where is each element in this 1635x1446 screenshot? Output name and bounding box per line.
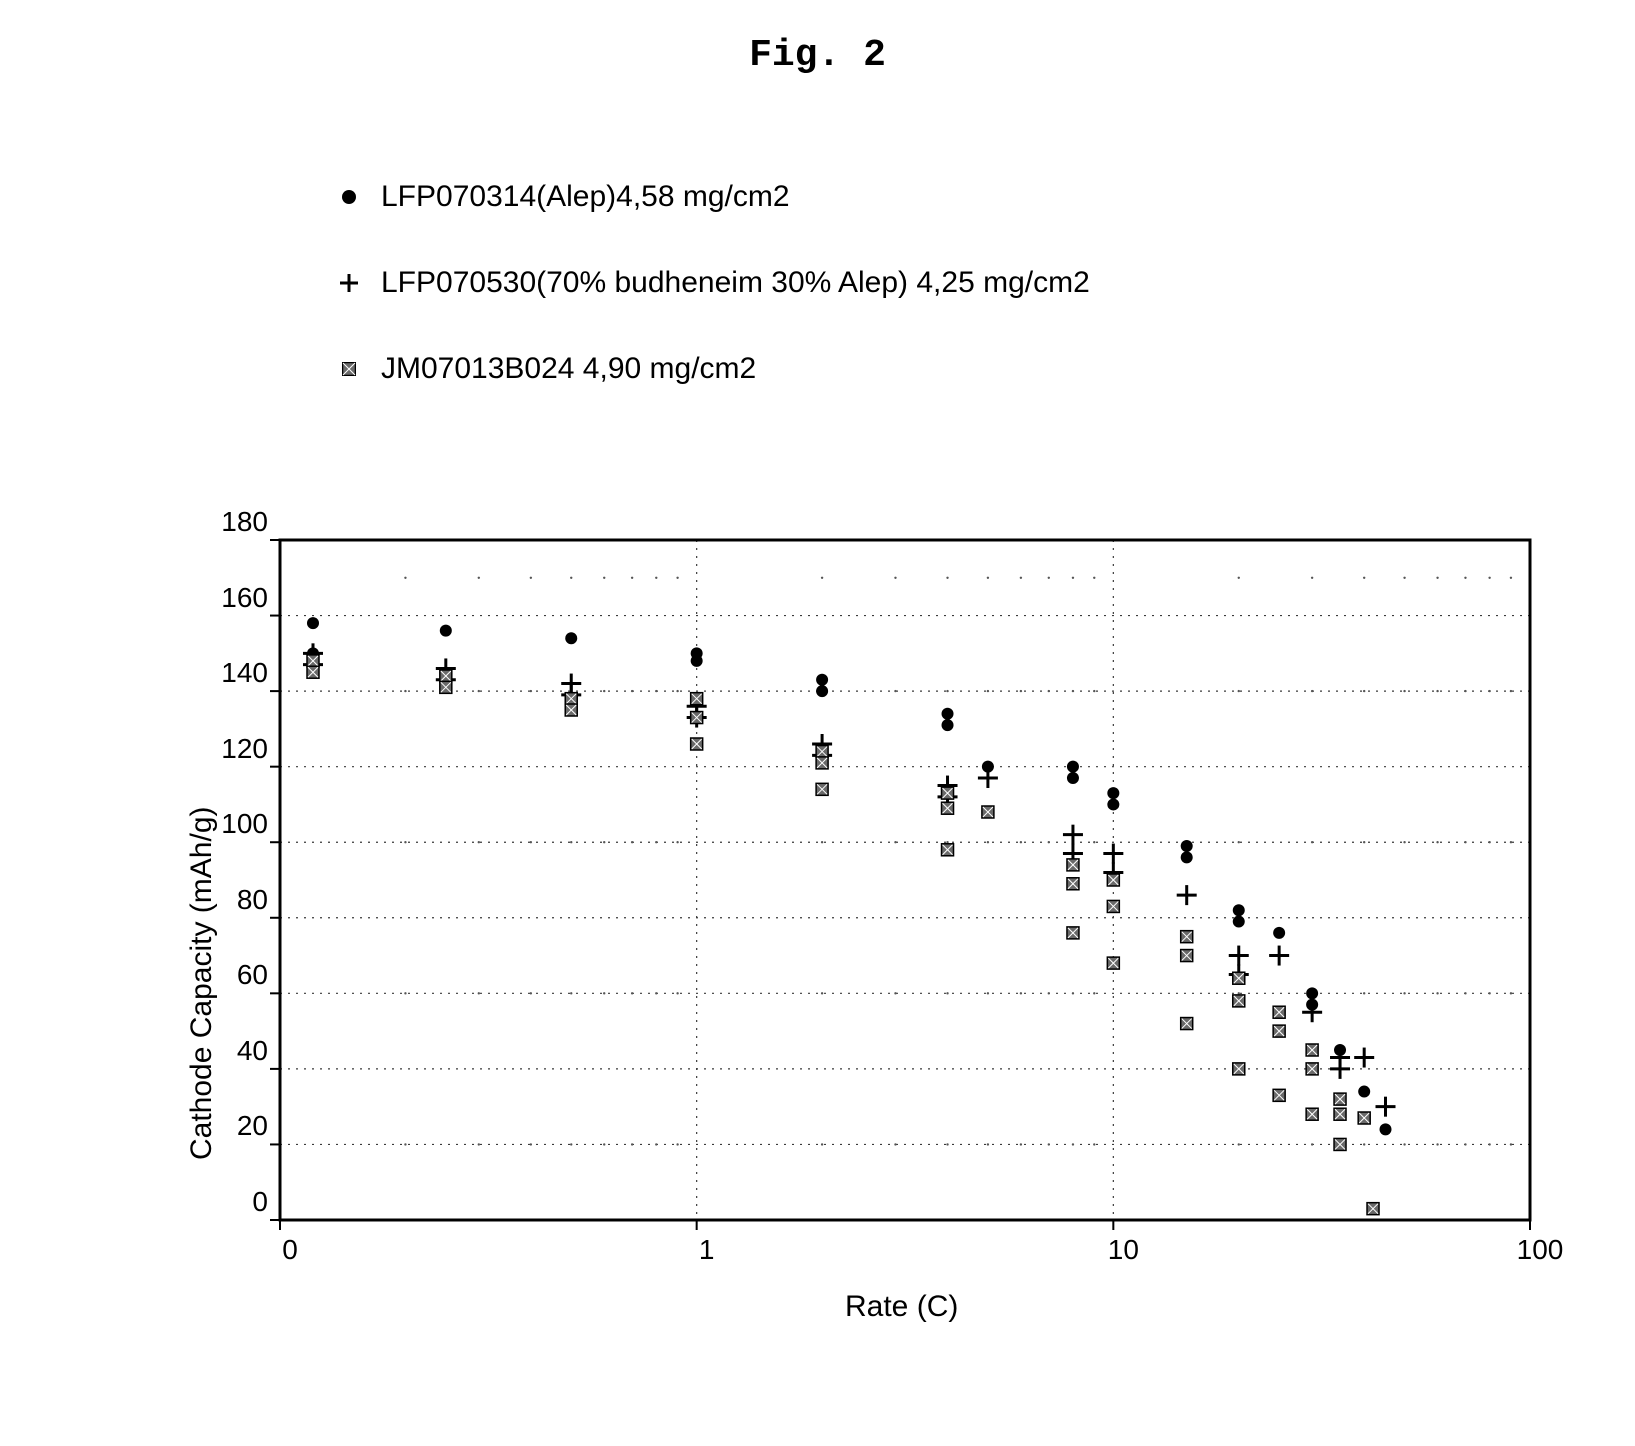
- y-tick-label: 60: [237, 959, 268, 991]
- y-tick-label: 80: [237, 884, 268, 916]
- legend-item: LFP070530(70% budheneim 30% Alep) 4,25 m…: [335, 266, 1090, 300]
- legend-marker-icon: [335, 269, 363, 297]
- y-tick-label: 180: [221, 506, 268, 538]
- chart: [160, 520, 1610, 1325]
- y-tick-label: 20: [237, 1110, 268, 1142]
- y-tick-label: 140: [221, 657, 268, 689]
- y-tick-label: 40: [237, 1035, 268, 1067]
- x-tick-label: 1: [677, 1234, 737, 1266]
- y-axis-label: Cathode Capacity (mAh/g): [185, 807, 219, 1161]
- legend-label: LFP070530(70% budheneim 30% Alep) 4,25 m…: [381, 266, 1090, 300]
- y-tick-label: 100: [221, 808, 268, 840]
- legend-label: LFP070314(Alep)4,58 mg/cm2: [381, 180, 790, 214]
- legend-item: JM07013B024 4,90 mg/cm2: [335, 352, 1090, 386]
- legend-item: LFP070314(Alep)4,58 mg/cm2: [335, 180, 1090, 214]
- figure-title: Fig. 2: [0, 34, 1635, 77]
- x-tick-label: 100: [1510, 1234, 1570, 1266]
- y-tick-label: 0: [252, 1186, 268, 1218]
- x-tick-label: 10: [1093, 1234, 1153, 1266]
- y-tick-label: 160: [221, 582, 268, 614]
- legend-label: JM07013B024 4,90 mg/cm2: [381, 352, 756, 386]
- x-axis-label: Rate (C): [845, 1290, 958, 1324]
- x-tick-label: 0: [260, 1234, 320, 1266]
- page: { "figure": { "title": "Fig. 2", "title_…: [0, 0, 1635, 1446]
- y-tick-label: 120: [221, 733, 268, 765]
- legend-marker-icon: [335, 355, 363, 383]
- legend: LFP070314(Alep)4,58 mg/cm2 LFP070530(70% …: [335, 180, 1090, 438]
- plot-svg: [160, 520, 1610, 1320]
- legend-marker-icon: [335, 183, 363, 211]
